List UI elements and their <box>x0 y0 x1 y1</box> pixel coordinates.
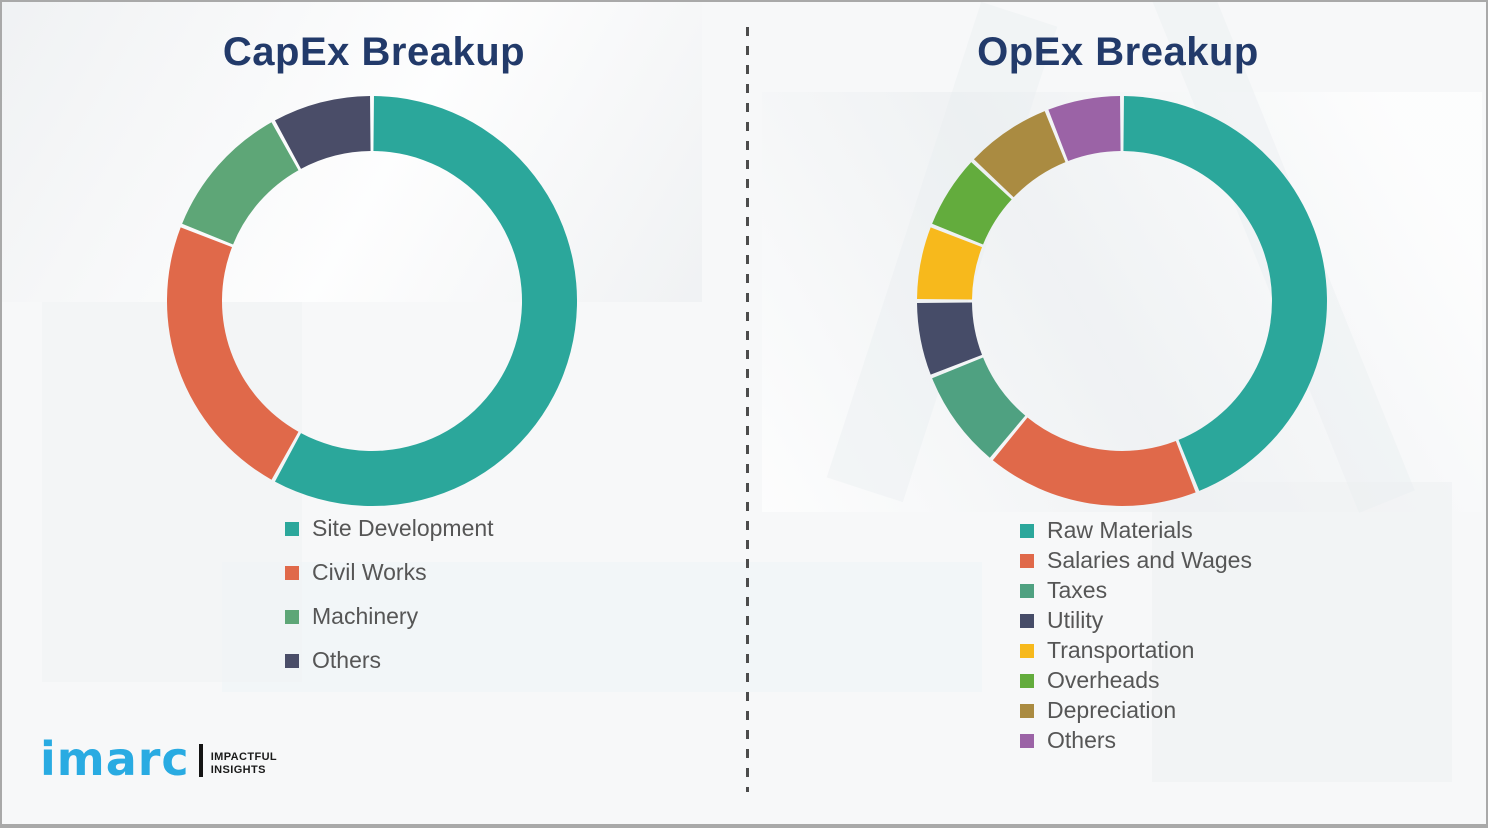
capex-donut-chart <box>167 96 577 506</box>
imarc-tagline-line2: INSIGHTS <box>210 764 266 777</box>
legend-item-taxes: Taxes <box>1020 577 1252 603</box>
legend-label: Others <box>1047 727 1117 753</box>
opex-donut-chart <box>917 96 1327 506</box>
donut-segment-raw-materials <box>1123 96 1327 491</box>
legend-label: Utility <box>1047 607 1104 633</box>
donut-segment-civil-works <box>167 227 299 480</box>
legend-item-site-development: Site Development <box>285 515 494 541</box>
legend-swatch-transportation <box>1020 643 1034 658</box>
legend-item-machinery: Machinery <box>285 603 494 629</box>
donut-segment-depreciation <box>973 111 1066 198</box>
donut-segment-others <box>274 96 371 169</box>
legend-label: Raw Materials <box>1047 517 1193 543</box>
legend-item-others: Others <box>285 647 494 673</box>
donut-segment-transportation <box>917 227 983 300</box>
donut-segment-salaries-and-wages <box>992 417 1196 506</box>
legend-label: Transportation <box>1047 637 1195 663</box>
legend-swatch-site-development <box>285 521 299 536</box>
legend-swatch-taxes <box>1020 583 1034 598</box>
legend-label: Overheads <box>1047 667 1160 693</box>
legend-swatch-raw-materials <box>1020 523 1034 538</box>
imarc-logo: imarc IMPACTFUL INSIGHTS <box>40 732 277 786</box>
opex-chart-title: OpEx Breakup <box>977 30 1259 74</box>
legend-item-others: Others <box>1020 727 1252 753</box>
legend-item-raw-materials: Raw Materials <box>1020 517 1252 543</box>
legend-item-depreciation: Depreciation <box>1020 697 1252 723</box>
legend-item-transportation: Transportation <box>1020 637 1252 663</box>
legend-item-salaries-and-wages: Salaries and Wages <box>1020 547 1252 573</box>
legend-label: Salaries and Wages <box>1047 547 1252 573</box>
donut-segment-machinery <box>182 122 299 245</box>
legend-swatch-others <box>285 653 299 668</box>
capex-chart-title: CapEx Breakup <box>222 30 526 74</box>
capex-legend: Site Development Civil Works Machinery Othe… <box>285 515 494 673</box>
legend-label: Site Development <box>312 515 494 541</box>
opex-legend: Raw Materials Salaries and Wages Taxes Util… <box>1020 517 1252 753</box>
legend-swatch-others <box>1020 733 1034 748</box>
legend-item-utility: Utility <box>1020 607 1252 633</box>
legend-swatch-civil-works <box>285 565 299 580</box>
legend-swatch-depreciation <box>1020 703 1034 718</box>
legend-item-overheads: Overheads <box>1020 667 1252 693</box>
imarc-logo-wordmark: imarc <box>40 732 190 786</box>
legend-swatch-overheads <box>1020 673 1034 688</box>
donut-segment-taxes <box>932 357 1026 458</box>
imarc-logo-tagline: IMPACTFUL INSIGHTS <box>211 751 277 777</box>
legend-label: Depreciation <box>1047 697 1177 723</box>
legend-label: Machinery <box>312 603 419 629</box>
legend-label: Civil Works <box>312 559 427 585</box>
imarc-logo-divider-bar <box>198 744 203 778</box>
donut-segment-others <box>1048 96 1121 162</box>
legend-swatch-salaries-and-wages <box>1020 553 1034 568</box>
donut-segment-site-development <box>274 96 577 506</box>
donut-segment-utility <box>917 302 983 375</box>
legend-label: Taxes <box>1047 577 1108 603</box>
legend-swatch-machinery <box>285 609 299 624</box>
legend-item-civil-works: Civil Works <box>285 559 494 585</box>
legend-swatch-utility <box>1020 613 1034 628</box>
donut-segment-overheads <box>932 162 1012 245</box>
imarc-tagline-line1: IMPACTFUL <box>210 750 278 763</box>
panel-divider-dashed-line <box>746 27 749 792</box>
legend-label: Others <box>312 647 382 673</box>
